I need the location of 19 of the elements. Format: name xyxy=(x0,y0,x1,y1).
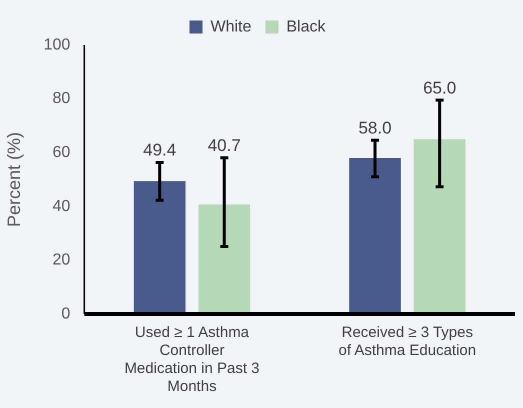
data-label: 65.0 xyxy=(423,78,456,98)
y-tick-label: 80 xyxy=(52,90,70,108)
bar xyxy=(198,204,250,314)
y-tick-label: 40 xyxy=(52,198,70,215)
y-tick-label: 100 xyxy=(44,36,70,54)
x-tick-label: Received ≥ 3 Types of Asthma Education xyxy=(338,324,476,360)
y-tick-label: 0 xyxy=(61,305,70,322)
y-tick-label: 60 xyxy=(52,144,70,162)
x-tick-label: Used ≥ 1 Asthma Controller Medication in Past 3 Months xyxy=(124,324,260,396)
y-axis-title: Percent (%) xyxy=(4,132,24,228)
bar xyxy=(414,139,466,314)
bar xyxy=(349,158,401,314)
data-label: 49.4 xyxy=(143,140,176,160)
data-label: 58.0 xyxy=(358,118,392,138)
data-label: 40.7 xyxy=(208,136,241,155)
legend-label: Black xyxy=(286,18,327,36)
bar xyxy=(134,181,186,314)
y-tick-label: 20 xyxy=(52,252,70,269)
legend-label: White xyxy=(210,18,252,36)
